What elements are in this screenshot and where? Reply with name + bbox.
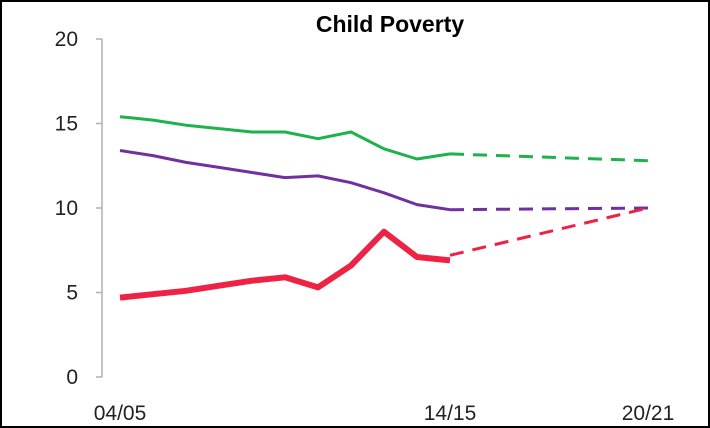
x-tick-label: 14/15 — [424, 402, 477, 425]
y-tick-label: 0 — [66, 366, 78, 389]
y-tick-label: 10 — [55, 197, 78, 220]
series-line-3 — [119, 149, 451, 212]
chart-title: Child Poverty — [316, 11, 464, 37]
series-line-6-projection — [449, 206, 649, 257]
x-tick-label: 20/21 — [622, 402, 675, 425]
series-line-4-projection — [449, 206, 649, 212]
y-tick-label: 20 — [55, 28, 78, 51]
series-line-2-projection — [449, 152, 649, 163]
series-lines — [119, 115, 649, 301]
y-tick-label: 15 — [55, 113, 78, 136]
series-line-5 — [119, 228, 451, 301]
series-line-1 — [119, 115, 451, 161]
axes: 0 5 10 15 20 04/05 14/15 20/21 — [55, 28, 675, 425]
x-tick-label: 04/05 — [94, 402, 147, 425]
y-tick-label: 5 — [66, 282, 78, 305]
